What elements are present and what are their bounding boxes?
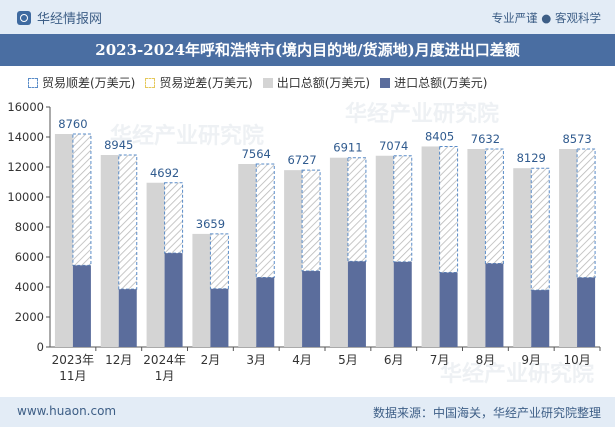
title-bar: 2023-2024年呼和浩特市(境内目的地/货源地)月度进出口差额: [0, 34, 615, 66]
surplus-bar: [164, 182, 184, 254]
surplus-bar: [393, 155, 413, 263]
surplus-data-label: 8945: [104, 138, 133, 152]
export-bar: [375, 155, 394, 347]
import-bar: [302, 271, 321, 347]
surplus-data-label: 8573: [562, 132, 591, 146]
y-tick-label: 14000: [7, 130, 44, 144]
surplus-bar: [209, 233, 229, 290]
surplus-bar: [347, 157, 367, 262]
footer-website: www.huaon.com: [17, 404, 117, 418]
top-bar: 华经情报网 专业严谨 ● 客观科学: [0, 0, 615, 34]
import-bar: [485, 263, 504, 347]
x-tick-label: 11月: [59, 369, 86, 383]
surplus-bar: [255, 163, 275, 278]
surplus-data-label: 7632: [471, 132, 500, 146]
export-bar: [421, 146, 440, 347]
export-bar: [513, 168, 532, 347]
footer-source: 数据来源：中国海关，华经产业研究院整理: [372, 406, 601, 420]
legend-swatch-deficit: [145, 77, 156, 88]
y-tick-label: 16000: [7, 100, 44, 114]
export-bar: [146, 182, 165, 347]
x-tick-label: 9月: [521, 353, 541, 367]
chart-plot: 0 2000 4000 6000 8000 10000 12000 14000 16000 876…: [7, 100, 601, 383]
y-tick-label: 8000: [15, 220, 44, 234]
surplus-bar: [484, 148, 504, 264]
surplus-data-label: 7564: [242, 147, 271, 161]
surplus-bar: [118, 154, 138, 290]
y-tick-label: 4000: [15, 280, 44, 294]
export-bar: [192, 233, 211, 347]
chart-title: 2023-2024年呼和浩特市(境内目的地/货源地)月度进出口差额: [95, 41, 520, 59]
x-tick-label: 7月: [430, 353, 450, 367]
y-tick-label: 2000: [15, 310, 44, 324]
surplus-data-label: 3659: [196, 217, 225, 231]
footer-bar: www.huaon.com 数据来源：中国海关，华经产业研究院整理: [0, 397, 615, 427]
legend-label-import: 进口总额(万美元): [394, 76, 488, 90]
legend-label-deficit: 贸易逆差(万美元): [159, 76, 253, 90]
brand-name: 华经情报网: [37, 12, 103, 27]
x-tick-label: 3月: [246, 353, 266, 367]
export-bar: [284, 170, 303, 347]
legend-swatch-surplus: [28, 77, 38, 88]
x-tick-label: 12月: [105, 353, 132, 367]
import-bar: [577, 277, 596, 347]
import-bar: [439, 272, 458, 347]
legend-item-import: 进口总额(万美元): [380, 74, 488, 91]
brand: 华经情报网: [17, 8, 102, 27]
legend-item-surplus: 贸易顺差(万美元): [28, 74, 135, 91]
export-bar: [100, 155, 119, 347]
x-tick-label: 6月: [384, 353, 404, 367]
import-bar: [531, 290, 550, 347]
import-bar: [72, 265, 91, 347]
surplus-data-label: 8129: [517, 151, 546, 165]
surplus-data-label: 8760: [58, 117, 87, 131]
x-tick-label: 2023年: [52, 353, 95, 367]
x-tick-label: 4月: [292, 353, 312, 367]
surplus-data-label: 6911: [333, 141, 362, 155]
y-tick-label: 6000: [15, 250, 44, 264]
legend-item-export: 出口总额(万美元): [262, 74, 371, 91]
y-tick-label: 10000: [7, 190, 44, 204]
x-tick-label: 5月: [338, 353, 358, 367]
surplus-bar: [72, 133, 92, 266]
x-tick-label: 8月: [476, 353, 496, 367]
brand-logo-icon: [17, 10, 31, 25]
export-bar: [329, 157, 348, 347]
surplus-bar: [530, 167, 550, 291]
import-bar: [164, 253, 183, 347]
surplus-bar: [301, 169, 321, 272]
import-bar: [393, 261, 412, 347]
surplus-bar: [439, 145, 459, 274]
export-bar: [54, 134, 73, 347]
surplus-bar: [576, 148, 596, 279]
legend-swatch-import: [380, 77, 391, 88]
export-bar: [467, 149, 486, 347]
x-tick-label: 10月: [563, 353, 590, 367]
legend-item-deficit: 贸易逆差(万美元): [145, 74, 253, 91]
surplus-data-label: 8405: [425, 129, 454, 143]
chart-legend: 贸易顺差(万美元) 贸易逆差(万美元) 出口总额(万美元) 进口总额(万美元): [28, 74, 498, 91]
import-bar: [118, 289, 137, 347]
legend-swatch-export: [262, 77, 273, 88]
export-bar: [238, 164, 257, 347]
x-tick-label: 2月: [201, 353, 221, 367]
surplus-data-label: 7074: [379, 139, 408, 153]
slogan: 专业严谨 ● 客观科学: [491, 11, 601, 25]
export-bar: [559, 149, 578, 347]
legend-label-export: 出口总额(万美元): [276, 76, 371, 90]
legend-label-surplus: 贸易顺差(万美元): [42, 76, 136, 90]
surplus-data-label: 6727: [287, 153, 316, 167]
import-bar: [347, 261, 366, 347]
x-tick-label: 2024年: [143, 353, 186, 367]
y-tick-label: 12000: [7, 160, 44, 174]
import-bar: [210, 288, 229, 347]
import-bar: [256, 277, 275, 347]
y-tick-label: 0: [37, 340, 44, 354]
x-tick-label: 1月: [155, 369, 175, 383]
surplus-data-label: 4692: [150, 166, 179, 180]
